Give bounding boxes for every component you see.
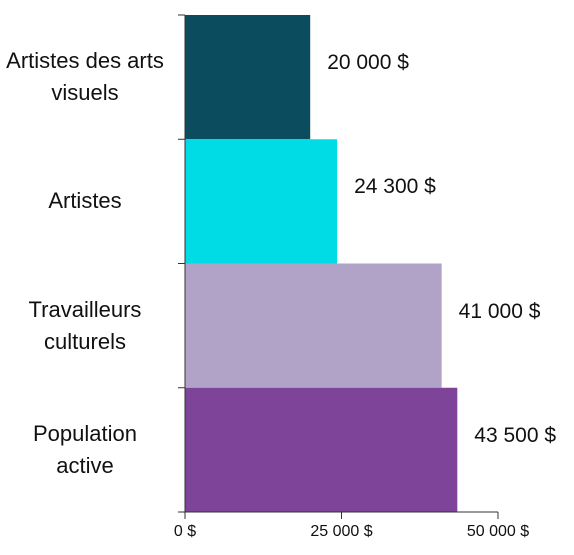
- data-label: 20 000 $: [327, 51, 409, 75]
- bar: [185, 15, 311, 140]
- y-tick-label: Artistes des arts visuels: [6, 48, 164, 106]
- bar: [185, 263, 442, 388]
- bar: [185, 139, 338, 264]
- bar: [185, 387, 458, 512]
- y-tick-label: Travailleurs culturels: [28, 296, 142, 354]
- data-label: 43 500 $: [474, 423, 557, 447]
- x-tick-label: 50 000 $: [466, 523, 530, 540]
- y-tick-label: Artistes: [48, 188, 122, 214]
- data-label: 41 000 $: [458, 299, 541, 323]
- x-tick-label: 0 $: [173, 523, 197, 540]
- x-tick-label: 25 000 $: [310, 523, 373, 540]
- y-tick-label: Population active: [33, 420, 137, 478]
- data-label: 24 300 $: [354, 175, 436, 199]
